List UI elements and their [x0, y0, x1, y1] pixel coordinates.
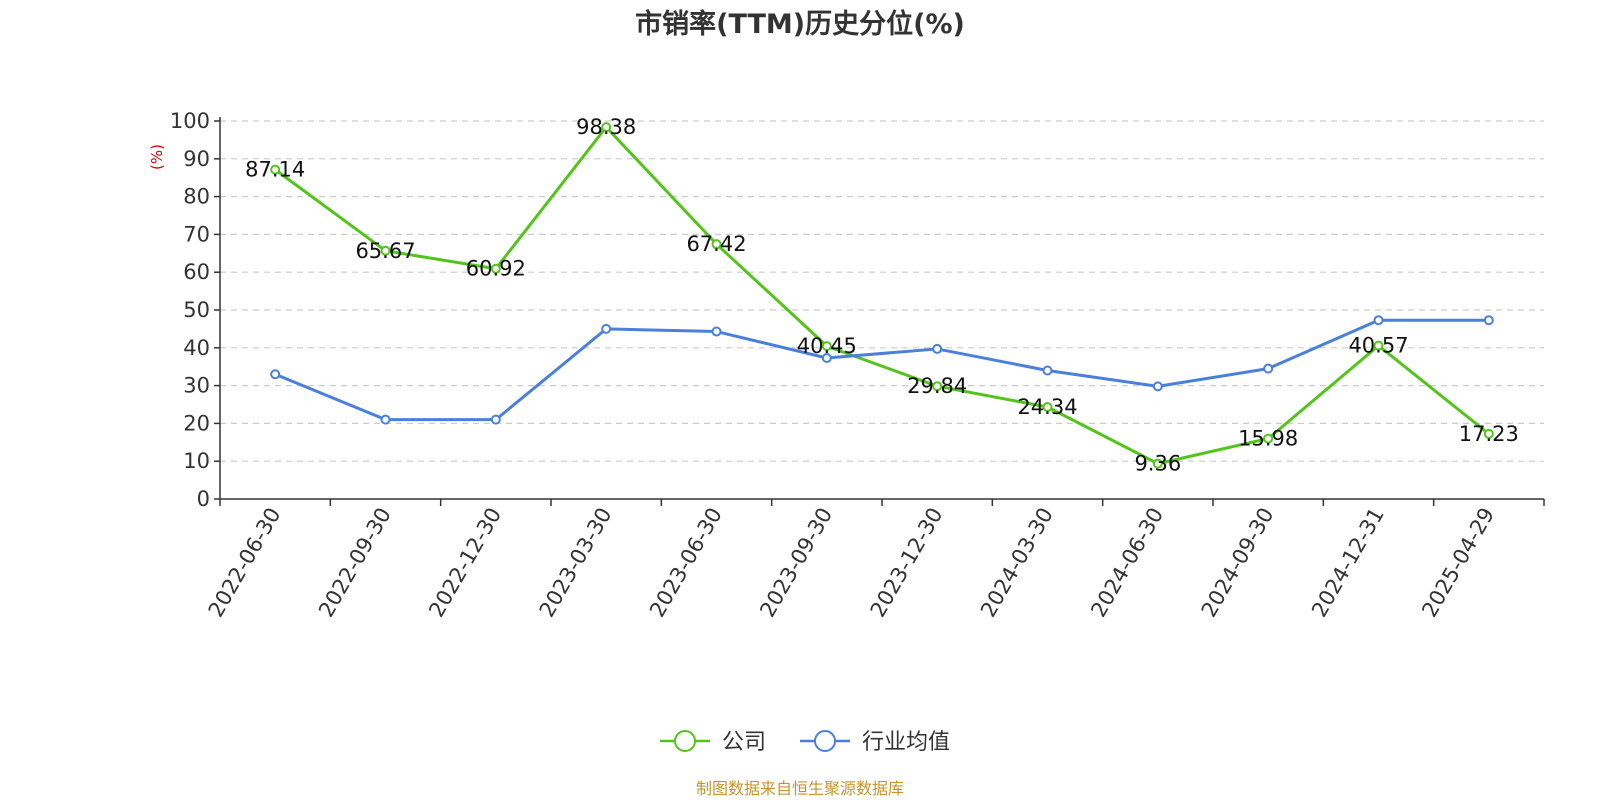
data-point[interactable] — [711, 239, 722, 250]
y-tick-label: 0 — [197, 487, 210, 511]
data-label: 17.23 — [1459, 422, 1519, 446]
data-point[interactable] — [821, 341, 832, 352]
x-tick-label: 2023-12-30 — [866, 504, 948, 622]
data-point[interactable] — [601, 122, 612, 133]
series-line-industry-average — [274, 318, 1489, 422]
y-tick-label: 90 — [183, 147, 210, 171]
y-tick-label: 30 — [183, 374, 210, 398]
x-tick-label: 2022-09-30 — [314, 504, 396, 622]
data-point[interactable] — [1483, 428, 1494, 439]
x-tick-label: 2024-03-30 — [976, 504, 1058, 622]
y-tick-label: 100 — [170, 109, 210, 133]
data-point[interactable] — [1483, 315, 1494, 326]
y-tick-label: 10 — [183, 449, 210, 473]
axes: 0 10 20 30 40 50 60 70 80 90 100 2022-06-30 2022-09-… — [170, 109, 1545, 622]
data-label: 87.14 — [245, 158, 305, 182]
data-label: 29.84 — [907, 374, 967, 398]
data-label: 24.34 — [1017, 395, 1077, 419]
data-label: 9.36 — [1134, 452, 1181, 476]
data-point[interactable] — [711, 326, 722, 337]
data-point[interactable] — [932, 381, 943, 392]
data-point[interactable] — [1042, 365, 1053, 376]
y-tick-label: 20 — [183, 411, 210, 435]
y-tick-label: 70 — [183, 222, 210, 246]
y-tick-label: 50 — [183, 298, 210, 322]
legend-label: 公司 — [722, 730, 766, 755]
data-point[interactable] — [1152, 458, 1163, 469]
legend-item-industry-average[interactable]: 行业均值 — [800, 730, 950, 755]
legend-circle-icon — [674, 730, 696, 752]
source-note: 制图数据来自恒生聚源数据库 — [696, 779, 904, 798]
series-lines — [270, 122, 1494, 469]
data-point[interactable] — [1042, 401, 1053, 412]
chart-title: 市销率(TTM)历史分位(%) — [635, 8, 965, 40]
y-tick-label: 60 — [183, 260, 210, 284]
x-tick-label: 2024-09-30 — [1197, 504, 1279, 622]
data-label: 40.45 — [797, 334, 857, 358]
data-point[interactable] — [1373, 315, 1384, 326]
data-point[interactable] — [380, 245, 391, 256]
legend-circle-icon — [814, 730, 836, 752]
data-point[interactable] — [490, 263, 501, 274]
x-tick-label: 2023-09-30 — [755, 504, 837, 622]
y-tick-label: 40 — [183, 336, 210, 360]
data-point[interactable] — [380, 414, 391, 425]
data-point[interactable] — [1263, 363, 1274, 374]
data-label: 65.67 — [355, 239, 415, 263]
x-tick-label: 2023-06-30 — [645, 504, 727, 622]
data-label: 60.92 — [466, 257, 526, 281]
legend[interactable]: 公司 行业均值 — [660, 730, 950, 755]
data-point[interactable] — [601, 323, 612, 334]
x-tick-label: 2022-06-30 — [204, 504, 286, 622]
data-label: 98.38 — [576, 115, 636, 139]
y-axis-unit-label: (%) — [148, 144, 166, 170]
y-tick-label: 80 — [183, 185, 210, 209]
data-label: 67.42 — [686, 232, 746, 256]
data-label: 40.57 — [1348, 334, 1408, 358]
data-point[interactable] — [1373, 340, 1384, 351]
x-tick-label: 2025-04-29 — [1417, 504, 1499, 622]
x-tick-label: 2024-12-31 — [1307, 504, 1389, 622]
x-tick-label: 2023-03-30 — [535, 504, 617, 622]
data-point[interactable] — [490, 414, 501, 425]
data-point[interactable] — [821, 353, 832, 364]
data-label: 15.98 — [1238, 427, 1298, 451]
data-point[interactable] — [1152, 381, 1163, 392]
data-labels: 87.14 65.67 60.92 98.38 67.42 40.45 29.84 24.34… — [245, 115, 1519, 475]
data-point[interactable] — [270, 369, 281, 380]
grid-lines — [220, 120, 1544, 462]
legend-label: 行业均值 — [862, 730, 950, 755]
legend-item-company[interactable]: 公司 — [660, 730, 766, 755]
x-tick-label: 2022-12-30 — [424, 504, 506, 622]
data-point[interactable] — [1263, 433, 1274, 444]
x-tick-label: 2024-06-30 — [1086, 504, 1168, 622]
series-line-company — [274, 125, 1490, 466]
data-point[interactable] — [270, 164, 281, 175]
data-point[interactable] — [932, 343, 943, 354]
